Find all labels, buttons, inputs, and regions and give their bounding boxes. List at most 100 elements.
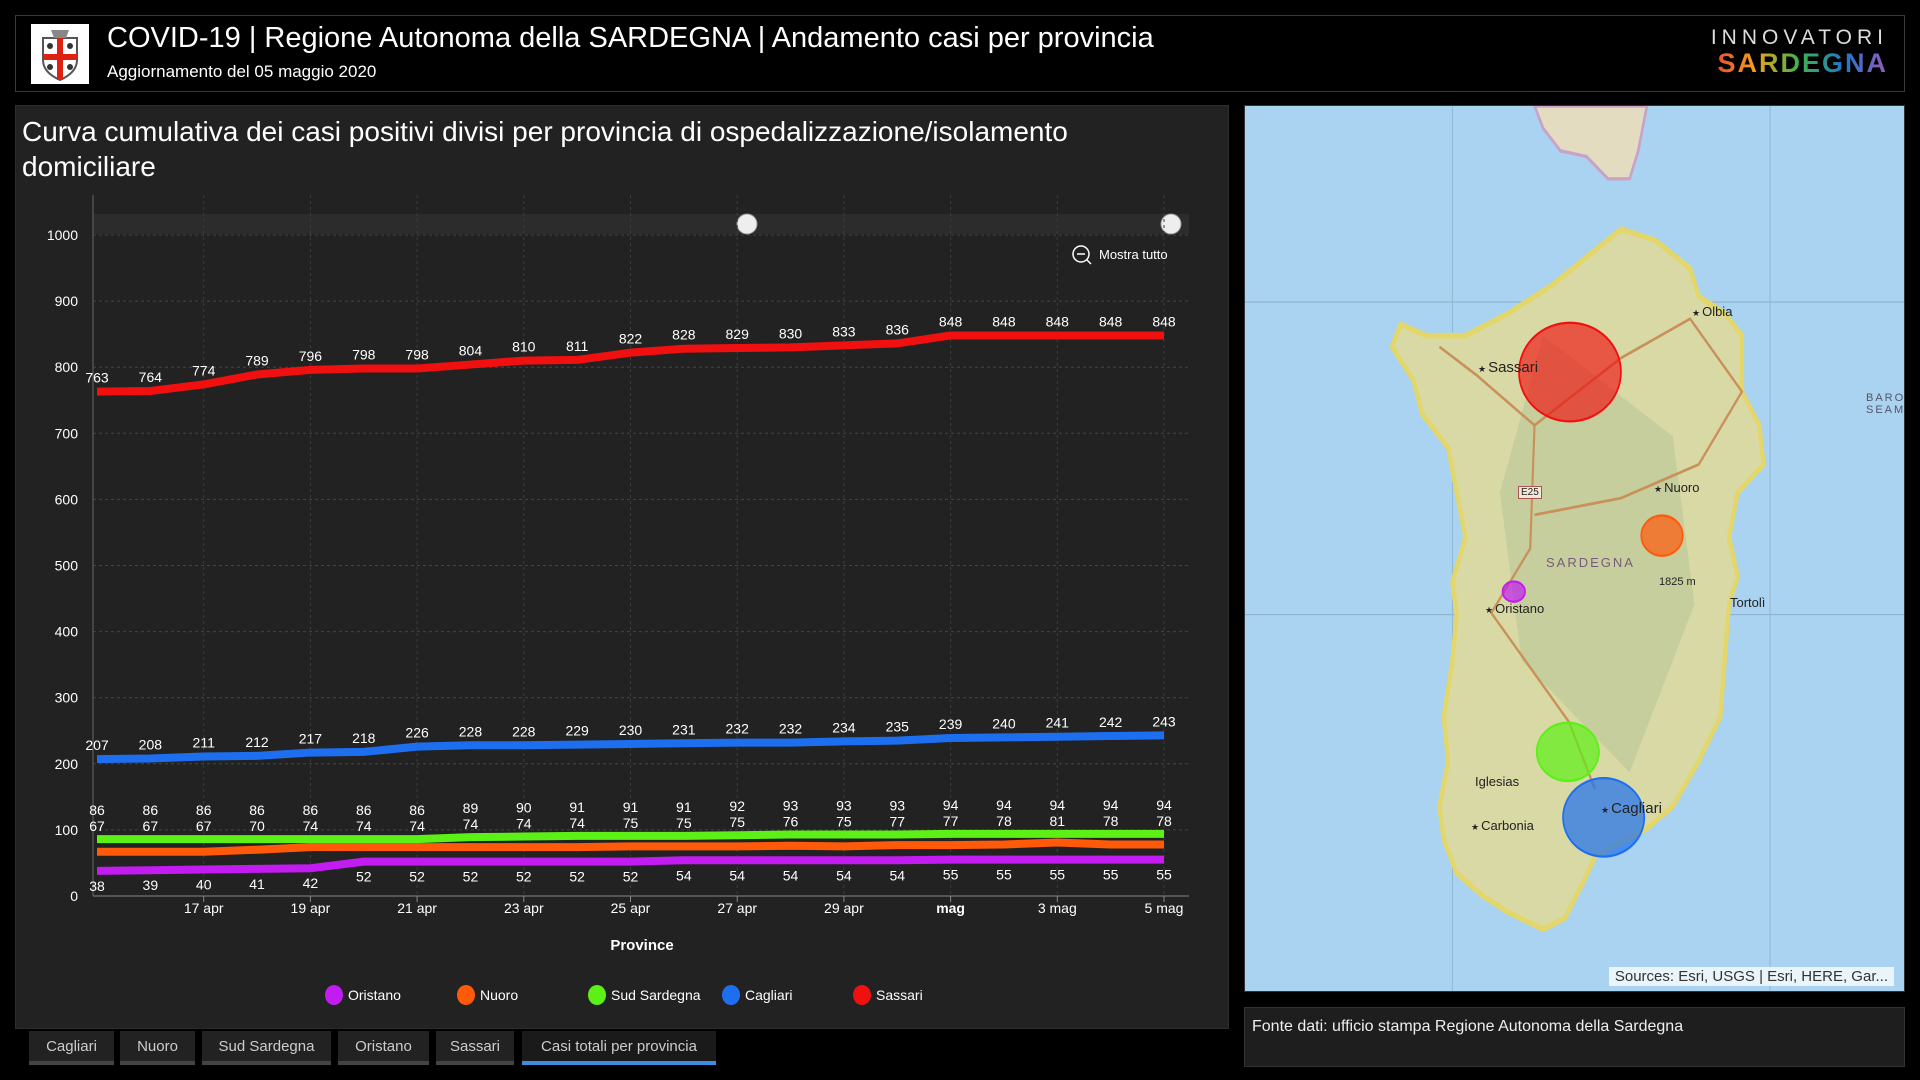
zoom-slider-track[interactable] xyxy=(93,214,1189,234)
data-label: 86 xyxy=(89,802,105,818)
data-label: 52 xyxy=(356,869,372,885)
y-tick-label: 400 xyxy=(55,624,79,640)
series-line-sassari xyxy=(96,331,1164,396)
legend-item[interactable]: Nuoro xyxy=(480,987,518,1003)
data-label: 89 xyxy=(463,800,479,816)
data-label: 91 xyxy=(623,799,639,815)
data-label: 52 xyxy=(623,869,639,885)
legend-marker[interactable] xyxy=(588,985,606,1005)
data-label: 40 xyxy=(196,877,212,893)
y-tick-label: 200 xyxy=(55,756,79,772)
legend-item[interactable]: Sud Sardegna xyxy=(611,987,701,1003)
x-tick-label: 27 apr xyxy=(717,900,757,916)
data-label: 798 xyxy=(405,347,429,363)
map-label-oristano: Oristano xyxy=(1485,601,1544,616)
data-label: 211 xyxy=(193,735,216,751)
data-label: 77 xyxy=(943,813,959,829)
data-label: 92 xyxy=(729,798,745,814)
data-label: 78 xyxy=(996,813,1012,829)
data-label: 94 xyxy=(1156,797,1172,813)
data-label: 54 xyxy=(676,867,692,883)
data-label: 74 xyxy=(356,818,372,834)
y-tick-label: 800 xyxy=(55,359,79,375)
data-label: 810 xyxy=(512,339,536,355)
data-label: 55 xyxy=(943,867,959,883)
tab-sassari[interactable]: Sassari xyxy=(436,1031,514,1065)
brand-logo: INNOVATORI SARDEGNA xyxy=(1711,26,1888,77)
zoom-slider-handle-left[interactable] xyxy=(736,213,758,235)
data-label: 231 xyxy=(672,721,696,737)
map-label-cagliari: Cagliari xyxy=(1601,800,1662,817)
data-label: 78 xyxy=(1103,813,1119,829)
data-label: 93 xyxy=(889,798,905,814)
brand-top: INNOVATORI xyxy=(1710,26,1888,49)
data-label: 212 xyxy=(245,734,269,750)
chart-title: Curva cumulativa dei casi positivi divis… xyxy=(22,116,1068,182)
show-all-button[interactable]: Mostra tutto xyxy=(1099,247,1168,262)
data-label: 55 xyxy=(1103,867,1119,883)
legend-marker[interactable] xyxy=(457,985,475,1005)
data-label: 90 xyxy=(516,800,532,816)
legend-marker[interactable] xyxy=(853,985,871,1005)
y-tick-label: 300 xyxy=(55,690,79,706)
data-label: 74 xyxy=(569,815,585,831)
data-label: 836 xyxy=(886,321,910,337)
data-label: 52 xyxy=(463,869,479,885)
zoom-out-icon-handle xyxy=(1086,259,1092,265)
tab-sud-sardegna[interactable]: Sud Sardegna xyxy=(202,1031,331,1065)
data-label: 54 xyxy=(836,867,852,883)
map-view[interactable]: Olbia Sassari Nuoro SARDEGNA 1825 m Tort… xyxy=(1244,105,1905,992)
data-label: 93 xyxy=(783,798,799,814)
data-label: 848 xyxy=(992,313,1016,329)
zoom-out-icon xyxy=(1072,245,1090,263)
data-label: 42 xyxy=(303,875,319,891)
tab-cagliari[interactable]: Cagliari xyxy=(29,1031,114,1065)
x-tick-label: 21 apr xyxy=(397,900,437,916)
data-label: 86 xyxy=(249,802,265,818)
data-label: 55 xyxy=(1050,867,1066,883)
data-label: 764 xyxy=(139,369,163,385)
legend-item[interactable]: Cagliari xyxy=(745,987,792,1003)
legend-item[interactable]: Sassari xyxy=(876,987,923,1003)
sardinia-coat-of-arms-icon xyxy=(31,24,89,84)
x-tick-label: 19 apr xyxy=(291,900,331,916)
data-label: 74 xyxy=(463,816,479,832)
legend-item[interactable]: Oristano xyxy=(348,987,401,1003)
data-label: 41 xyxy=(249,876,265,892)
data-label: 229 xyxy=(565,723,589,739)
data-label: 829 xyxy=(726,326,750,342)
tab-casi-totali[interactable]: Casi totali per provincia xyxy=(522,1031,716,1065)
data-label: 54 xyxy=(889,867,905,883)
data-label: 93 xyxy=(836,798,852,814)
data-label: 76 xyxy=(783,814,799,830)
data-label: 228 xyxy=(459,723,483,739)
tab-nuoro[interactable]: Nuoro xyxy=(120,1031,195,1065)
data-label: 94 xyxy=(1103,797,1119,813)
legend-marker[interactable] xyxy=(325,985,343,1005)
map-label-road: E25 xyxy=(1518,486,1542,499)
data-label: 848 xyxy=(939,313,963,329)
legend-marker[interactable] xyxy=(722,985,740,1005)
data-label: 86 xyxy=(196,802,212,818)
tab-oristano[interactable]: Oristano xyxy=(338,1031,429,1065)
zoom-slider-handle-right[interactable] xyxy=(1160,213,1182,235)
map-label-seamount: BARO SEAM xyxy=(1866,392,1905,416)
data-label: 232 xyxy=(726,721,750,737)
x-tick-label: 23 apr xyxy=(504,900,544,916)
series-line-oristano xyxy=(96,855,1164,875)
data-label: 86 xyxy=(303,802,319,818)
x-tick-label: 5 mag xyxy=(1145,900,1184,916)
x-tick-label: mag xyxy=(936,900,965,916)
data-label: 828 xyxy=(672,327,696,343)
x-tick-label: 29 apr xyxy=(824,900,864,916)
x-tick-label: 3 mag xyxy=(1038,900,1077,916)
data-label: 75 xyxy=(623,815,639,831)
data-label: 830 xyxy=(779,325,803,341)
data-label: 789 xyxy=(245,352,269,368)
data-label: 52 xyxy=(569,869,585,885)
y-tick-label: 900 xyxy=(55,293,79,309)
data-label: 226 xyxy=(405,725,429,741)
map-attribution[interactable]: Sources: Esri, USGS | Esri, HERE, Gar... xyxy=(1608,967,1894,986)
map-canvas[interactable] xyxy=(1245,106,1904,991)
data-label: 239 xyxy=(939,716,963,732)
